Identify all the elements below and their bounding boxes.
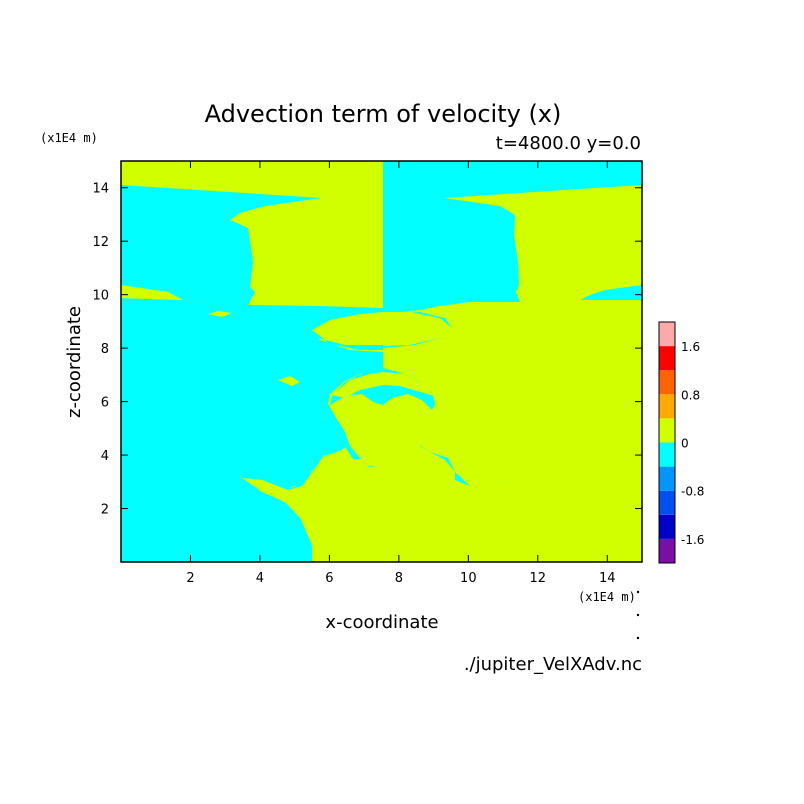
x-tick-label: 6 <box>325 571 333 586</box>
colorbar-segment <box>659 538 675 563</box>
colorbar-segment <box>659 322 675 347</box>
x-tick-label: 4 <box>256 571 264 586</box>
x-axis-label: x-coordinate <box>325 612 438 633</box>
y-tick-label: 10 <box>92 289 109 304</box>
plot-area <box>121 161 642 562</box>
scale-dots <box>636 590 640 640</box>
positive-region <box>278 376 300 386</box>
colorbar: 1.6 0.8 0 -0.8 -1.6 <box>658 321 704 564</box>
positive-region <box>530 310 552 317</box>
colorbar-segment <box>659 370 675 395</box>
positive-region <box>332 372 383 398</box>
negative-region <box>121 185 322 305</box>
positive-region <box>463 376 488 386</box>
positive-region <box>395 460 418 466</box>
y-tick-label: 8 <box>101 342 109 357</box>
x-tick-label: 10 <box>460 571 477 586</box>
colorbar-tick-label: 1.6 <box>681 340 700 354</box>
y-tick-label: 12 <box>92 235 109 250</box>
positive-region <box>350 458 383 466</box>
positive-region <box>383 312 452 346</box>
negative-regions <box>121 161 642 562</box>
positive-region <box>121 286 183 300</box>
plot-frame <box>120 160 643 563</box>
negative-region <box>121 298 383 562</box>
colorbar-tick-label: -1.6 <box>681 533 704 547</box>
colorbar-tick-label: 0.8 <box>681 388 700 402</box>
y-axis-label: z-coordinate <box>64 306 85 418</box>
x-tick-label: 2 <box>186 571 194 586</box>
chart-subtitle: t=4800.0 y=0.0 <box>496 133 641 154</box>
y-tick-label: 14 <box>92 182 109 197</box>
colorbar-segment <box>659 346 675 371</box>
colorbar-tick-label: -0.8 <box>681 485 704 499</box>
positive-region <box>383 372 435 396</box>
colorbar-segment <box>659 418 675 443</box>
colorbar-segment <box>659 466 675 491</box>
y-axis: 2 4 6 8 10 12 14 <box>92 182 642 518</box>
y-unit-label: (x1E4 m) <box>40 131 98 145</box>
positive-region <box>208 311 232 317</box>
y-tick-label: 6 <box>101 396 109 411</box>
colorbar-segment <box>659 490 675 515</box>
x-unit-label: (x1E4 m) <box>578 590 636 604</box>
x-tick-label: 12 <box>530 571 547 586</box>
colorbar-segment <box>659 442 675 467</box>
negative-region <box>383 161 642 314</box>
negative-region <box>580 285 642 300</box>
colorbar-frame <box>658 321 676 564</box>
x-tick-label: 14 <box>599 571 616 586</box>
positive-region <box>242 448 383 562</box>
positive-region <box>383 394 520 562</box>
source-filename: ./jupiter_VelXAdv.nc <box>464 654 642 675</box>
x-axis: 2 4 6 8 10 12 14 <box>186 161 616 586</box>
chart-title: Advection term of velocity (x) <box>205 100 562 128</box>
y-tick-label: 2 <box>101 503 109 518</box>
x-tick-label: 8 <box>395 571 403 586</box>
colorbar-tick-label: 0 <box>681 437 689 451</box>
colorbar-segment <box>659 514 675 539</box>
y-tick-label: 4 <box>101 449 109 464</box>
colorbar-segment <box>659 394 675 419</box>
positive-region <box>312 312 383 345</box>
positive-region <box>330 394 383 470</box>
